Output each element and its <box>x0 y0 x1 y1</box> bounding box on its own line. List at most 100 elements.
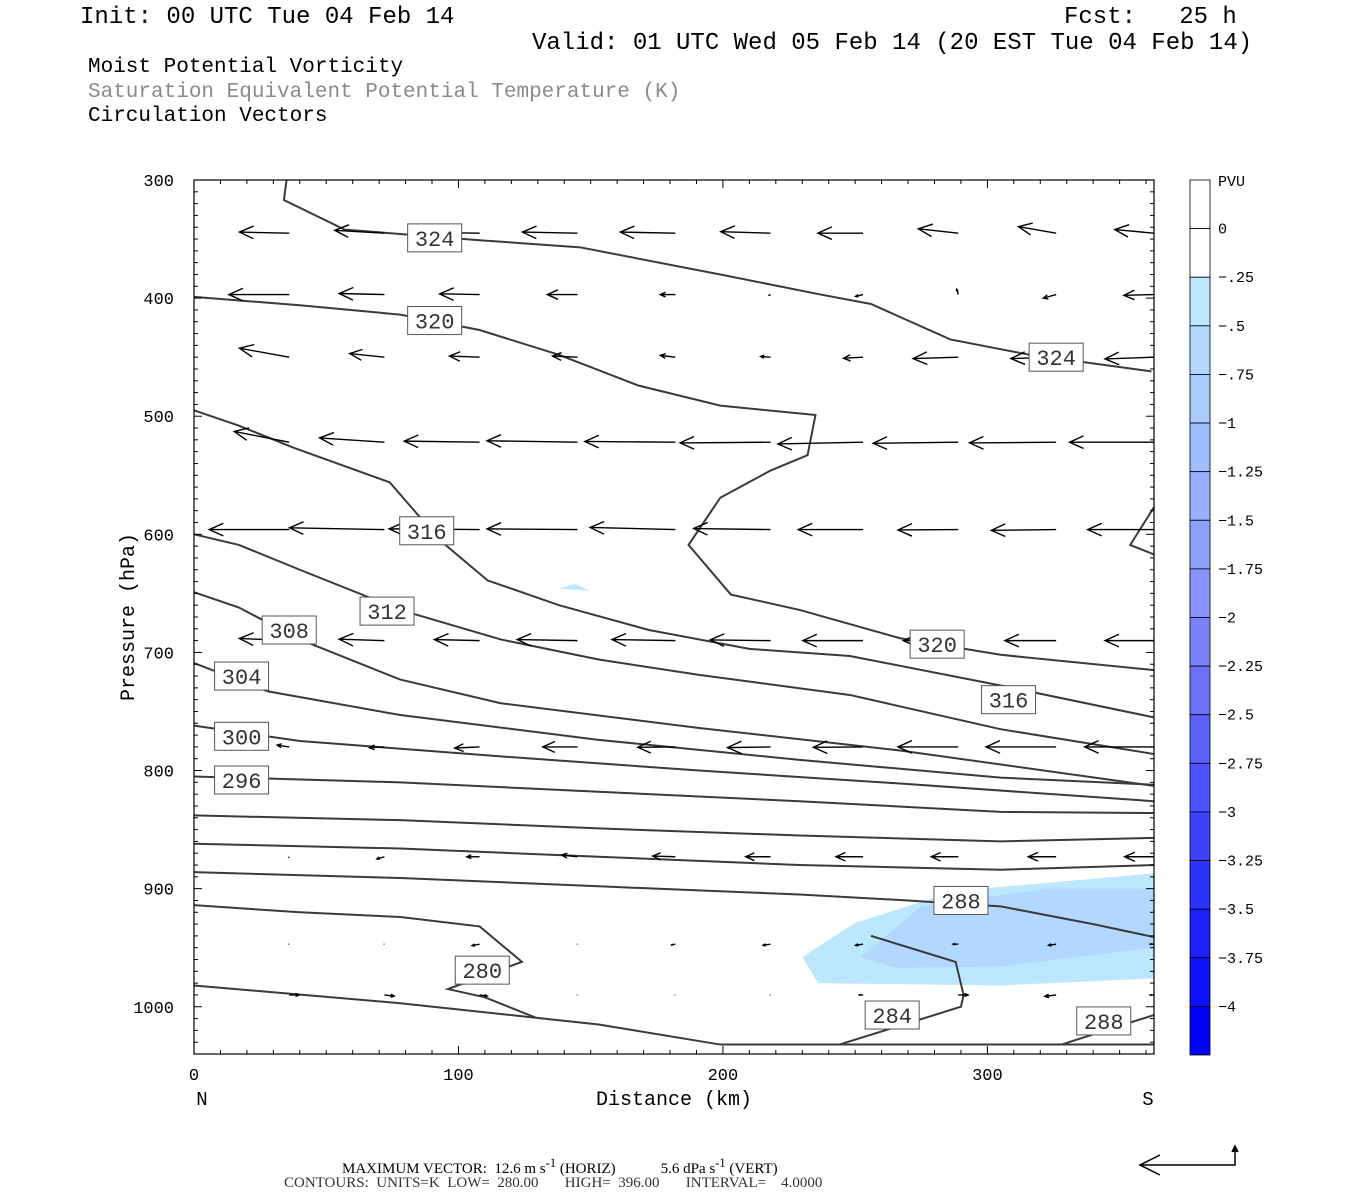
contour-label-box <box>261 615 317 645</box>
contour-label-box <box>1028 342 1084 372</box>
vector-arrow <box>958 992 970 998</box>
vector-shaft <box>660 354 676 358</box>
contour-label-box <box>407 306 463 336</box>
vector-arrow <box>929 851 959 862</box>
contour-line-312 <box>193 533 1155 755</box>
vector-arrow <box>479 993 489 998</box>
vector-shaft <box>349 352 385 358</box>
vector-shaft <box>287 856 290 859</box>
vector-arrow <box>485 434 578 448</box>
vector-head <box>317 431 335 446</box>
vector-shaft <box>239 347 290 358</box>
vector-shaft <box>693 527 771 531</box>
vector-shaft <box>680 441 771 444</box>
vector-arrow <box>841 354 864 362</box>
vector-head <box>295 992 301 998</box>
vector-head <box>367 744 375 751</box>
colorbar-segment <box>1189 665 1211 716</box>
vector-head <box>708 633 725 648</box>
vector-arrow <box>583 434 676 449</box>
forecast-hour: Fcst: 25 h <box>1064 4 1237 31</box>
vector-head <box>896 739 913 754</box>
vector-head <box>275 743 282 749</box>
contour-labels: 324 320 324 316 312 308 320 304 316 300 296 288 280 2… <box>214 223 1132 1036</box>
vector-head <box>207 522 224 537</box>
colorbar-label: −.5 <box>1218 319 1245 336</box>
vector-arrow <box>816 226 864 241</box>
vector-arrow <box>725 740 771 755</box>
vector-arrow <box>348 348 385 361</box>
vector-head <box>559 852 568 859</box>
vector-shaft <box>720 231 771 234</box>
colorbar-segment <box>1189 422 1211 473</box>
contour-label: 284 <box>872 1005 912 1030</box>
vector-arrow <box>465 854 480 860</box>
vector-arrow <box>618 225 676 240</box>
vector-head <box>1103 633 1120 648</box>
vector-arrow <box>375 856 385 861</box>
vector-arrow <box>317 431 385 446</box>
colorbar-segment <box>1189 762 1211 813</box>
colorbar-segment <box>1189 714 1211 764</box>
max-vector-label: MAXIMUM VECTOR: <box>342 1161 487 1177</box>
vector-arrow <box>911 351 959 366</box>
vector-head <box>1122 289 1135 301</box>
contour-label-box <box>359 596 415 626</box>
vector-head <box>678 435 695 450</box>
colorbar-label: −.75 <box>1218 367 1254 384</box>
colorbar-segment <box>1189 471 1211 521</box>
vector-head <box>691 521 708 536</box>
vector-head <box>402 434 419 449</box>
vector-shaft <box>334 229 385 234</box>
vector-arrow <box>275 743 290 749</box>
max-vert-value: 5.6 dPa s <box>660 1161 716 1177</box>
vector-arrow <box>559 852 578 859</box>
vector-arrow <box>678 435 771 450</box>
vector-head <box>658 291 666 298</box>
vector-arrow <box>541 740 578 754</box>
vector-shaft <box>449 355 480 358</box>
vector-arrow <box>1003 633 1057 648</box>
colorbar-segment <box>1189 957 1211 1007</box>
colorbar-label: −3.25 <box>1218 854 1263 871</box>
vector-arrow <box>896 522 959 537</box>
vector-head <box>1041 294 1049 300</box>
axes: 300 400 500 600 700 800 900 1000 0 100 200 300 <box>133 173 1155 1086</box>
vector-head <box>237 632 254 647</box>
vector-head <box>761 943 766 947</box>
vector-head <box>964 992 970 998</box>
contour-label: 280 <box>462 960 502 985</box>
vector-head <box>635 740 652 754</box>
vector-shaft <box>486 440 578 443</box>
contour-label-box <box>214 721 270 751</box>
vector-arrow <box>1067 435 1154 450</box>
valid-time: Valid: 01 UTC Wed 05 Feb 14 (20 EST Tue … <box>532 30 1253 57</box>
contour-label: 288 <box>1084 1011 1124 1036</box>
colorbar-label: −2.25 <box>1218 659 1263 676</box>
vector-head <box>1122 851 1136 863</box>
vector-head <box>1016 222 1033 236</box>
y-tick-label: 500 <box>143 409 174 428</box>
colorbar-segment <box>1189 519 1211 570</box>
contour-line-284 <box>193 904 536 1019</box>
contour-label-box <box>454 955 510 985</box>
vector-head <box>743 852 755 862</box>
vector-arrow <box>989 523 1057 538</box>
colorbar-label: 0 <box>1218 222 1227 239</box>
vector-head <box>337 286 354 301</box>
vector-arrow <box>896 739 959 754</box>
vector-shaft <box>1104 356 1155 360</box>
vector-arrow <box>691 521 771 536</box>
vector-shaft <box>873 441 959 444</box>
x-tick-label: 200 <box>708 1067 739 1086</box>
vector-head <box>658 352 667 359</box>
vector-arrow <box>1082 739 1154 754</box>
colorbar-segment <box>1189 276 1211 327</box>
vector-head <box>896 522 913 537</box>
vector-head <box>232 427 250 441</box>
init-time: Init: 00 UTC Tue 04 Feb 14 <box>80 4 455 31</box>
vector-arrow <box>761 943 771 947</box>
vector-arrow <box>470 943 480 947</box>
vector-shaft <box>434 638 480 642</box>
